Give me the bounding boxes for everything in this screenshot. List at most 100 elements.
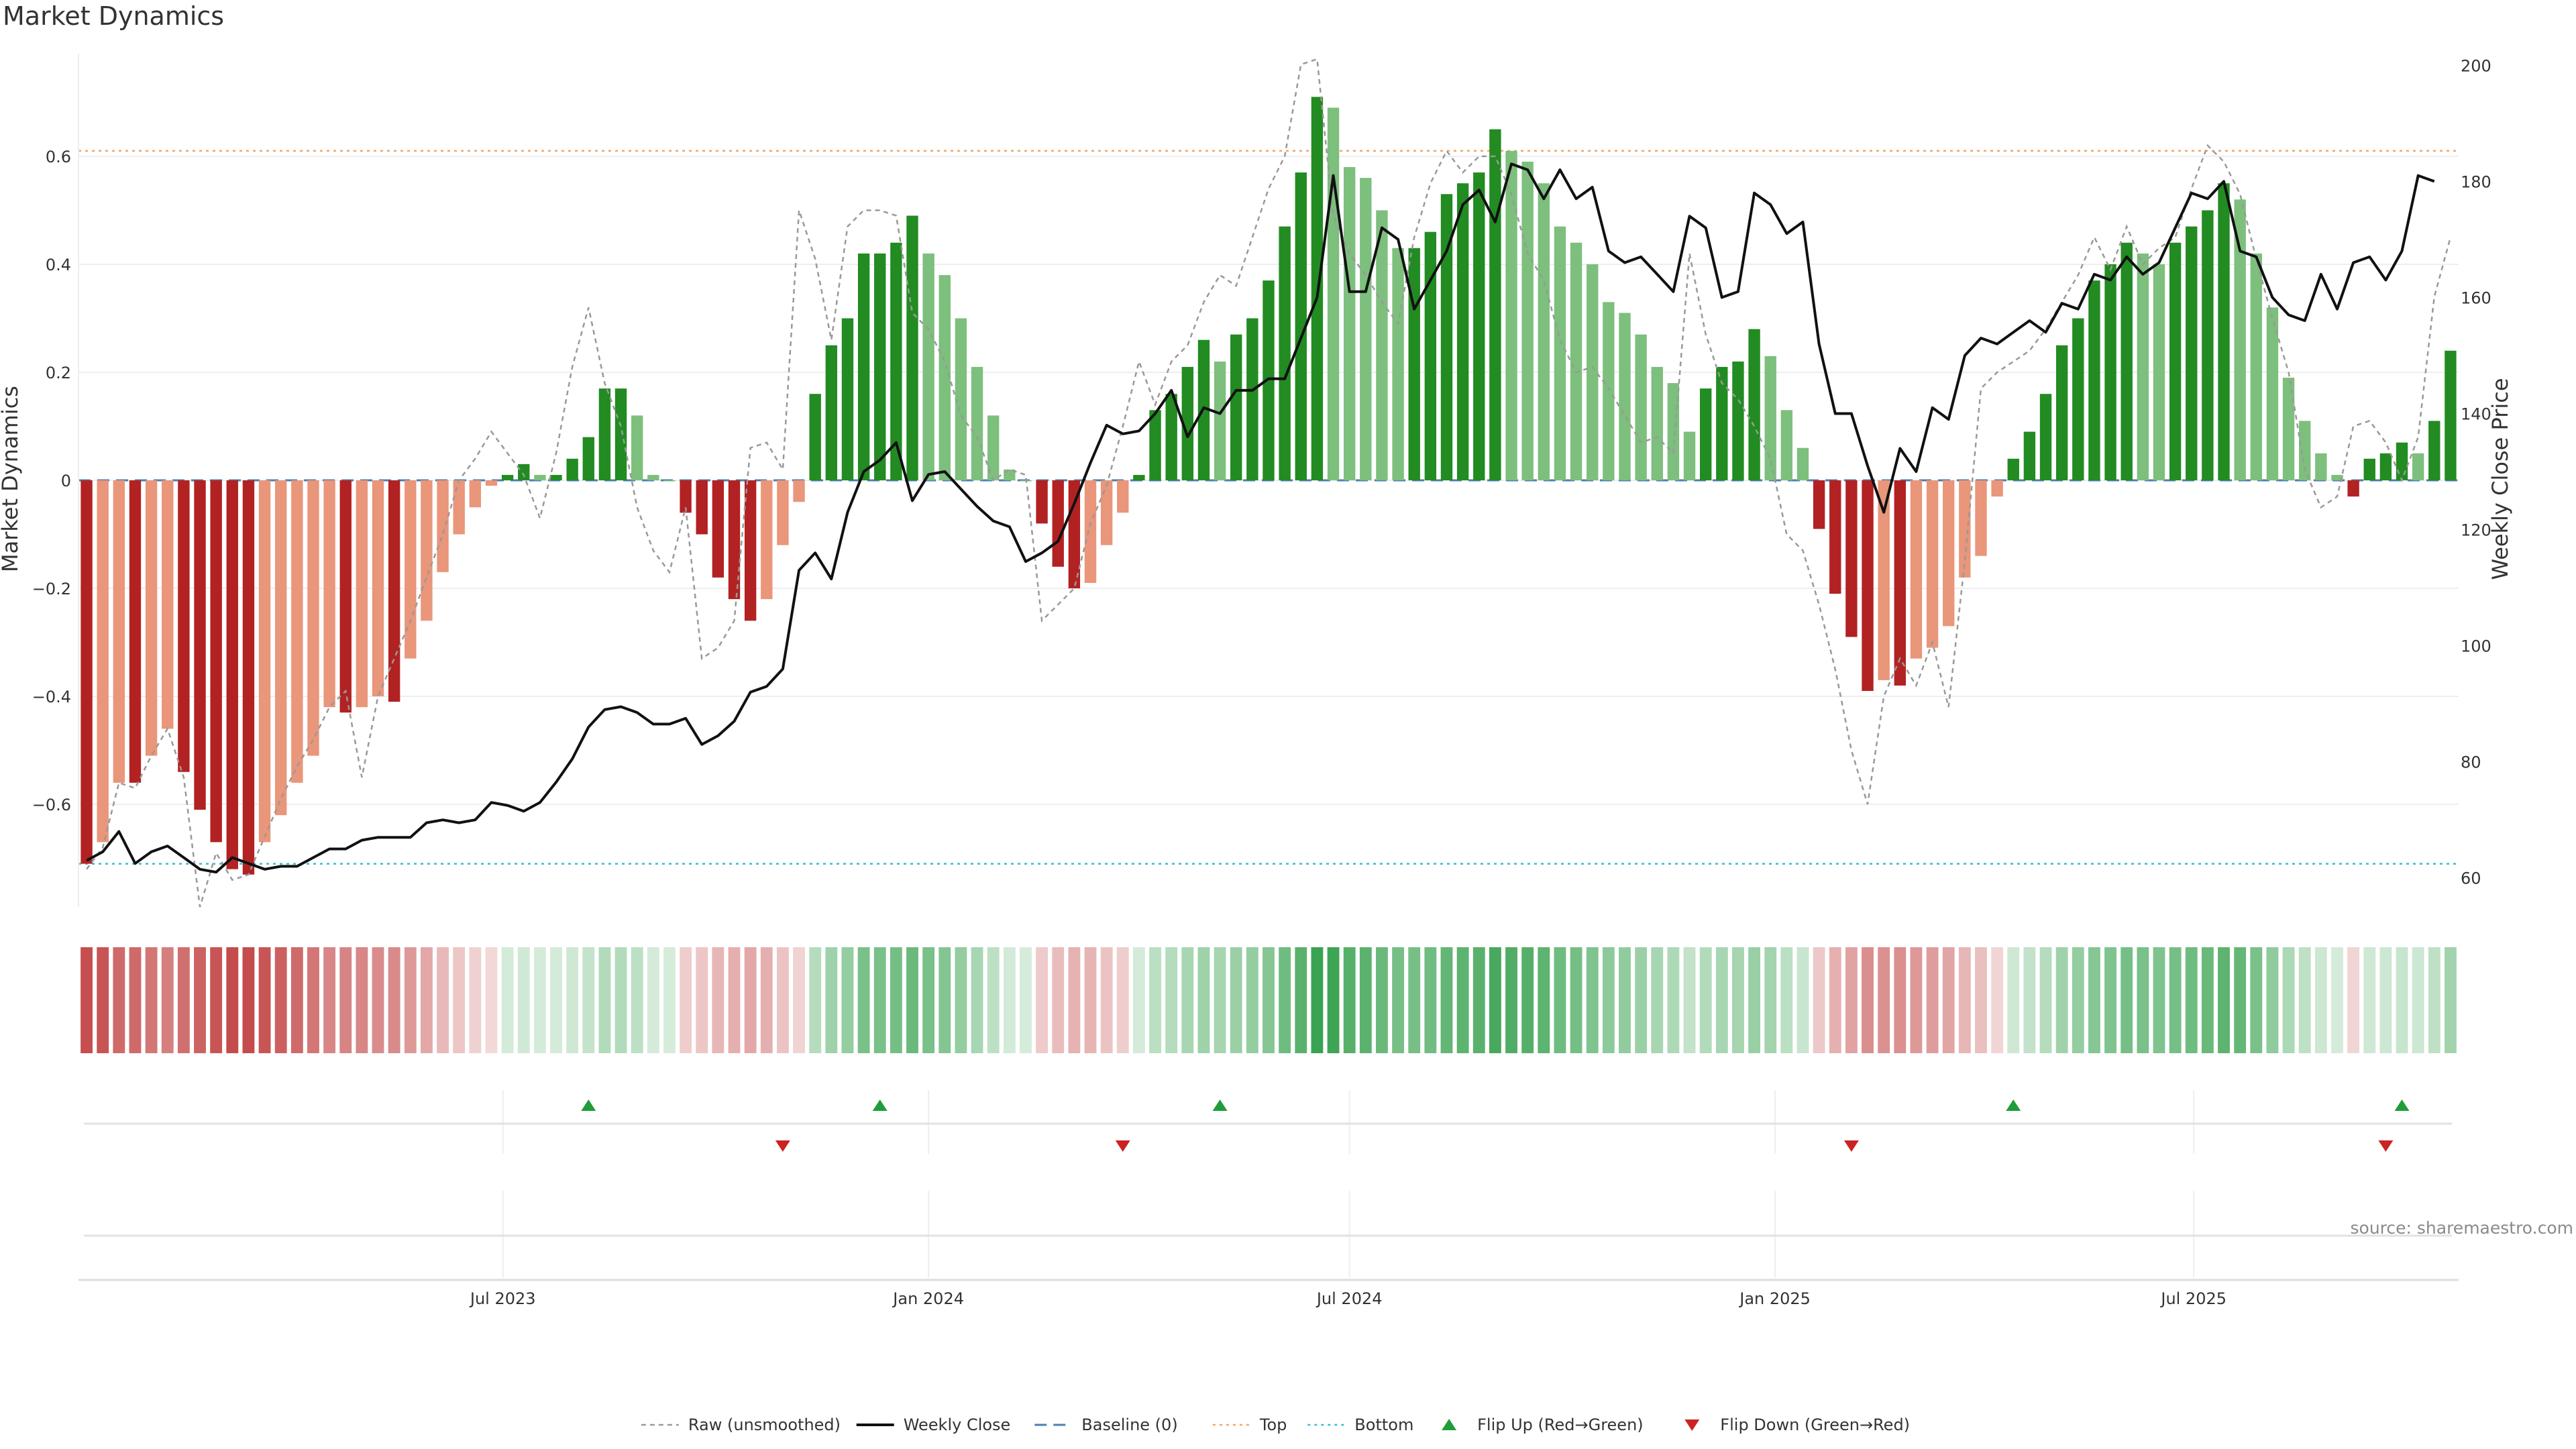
dynamics-bar [1117,480,1129,513]
regime-cell [1181,947,1194,1053]
x-tick-label: Jul 2025 [2159,1289,2226,1308]
regime-cell [1991,947,2004,1053]
regime-cell [1263,947,1275,1053]
dynamics-bar [485,480,498,486]
regime-cell [290,947,303,1053]
regime-cell [1359,947,1372,1053]
y-tick-label: 0.2 [46,364,71,382]
regime-cell [339,947,352,1053]
dynamics-bar [1862,480,1874,691]
y2-tick-label: 140 [2461,405,2491,423]
dynamics-bar [874,253,886,480]
series-lines [86,58,2452,908]
dynamics-bar [793,480,805,502]
regime-cell [2412,947,2424,1053]
regime-cell [1197,947,1210,1053]
regime-cell [566,947,579,1053]
axes: 0.6 0.4 0.2 0 −0.2 −0.4 −0.6 200 180 160 140 120 100… [32,54,2491,1308]
regime-cell [1230,947,1242,1053]
regime-cell [1036,947,1049,1053]
regime-cell [1602,947,1615,1053]
regime-cell [1667,947,1680,1053]
regime-cell [1440,947,1453,1053]
regime-cell [1376,947,1388,1053]
regime-cell [2379,947,2392,1053]
dynamics-bar [2363,458,2375,480]
regime-cell [696,947,708,1053]
dynamics-bar [1845,480,1858,637]
regime-cell [2153,947,2165,1053]
dynamics-bar [2104,264,2116,480]
dynamics-bar [194,480,206,810]
dynamics-bar [1489,129,1501,480]
dynamics-bar [1651,366,1663,480]
y2-tick-label: 160 [2461,288,2491,307]
dynamics-bar [2234,199,2246,480]
flip-markers [581,1099,2410,1152]
dynamics-bar [1991,480,2003,497]
regime-cell [614,947,627,1053]
regime-cell [744,947,757,1053]
dynamics-bar [437,480,449,572]
dynamics-bar [1829,480,1841,594]
legend-label: Top [1259,1415,1287,1434]
regime-cell [809,947,822,1053]
regime-cell [1715,947,1728,1053]
regime-cell [1020,947,1032,1053]
dynamics-bar [2121,242,2133,480]
dynamics-bar [2347,480,2359,497]
regime-cell [776,947,789,1053]
dynamics-bar [841,318,854,480]
regime-cell [2234,947,2247,1053]
dynamics-bar [2088,280,2100,480]
dynamics-bar [1878,480,1890,680]
regime-cell [1084,947,1097,1053]
dynamics-bar [534,474,546,480]
regime-cell [760,947,773,1053]
regime-cell [485,947,498,1053]
y-tick-label: 0.4 [46,256,71,274]
regime-cell [906,947,918,1053]
regime-cell [1699,947,1712,1053]
regime-cell [1975,947,1987,1053]
dynamics-bar [129,480,142,783]
dynamics-bar [2023,431,2036,480]
regime-cell [1295,947,1307,1053]
dynamics-bar [1521,162,1534,480]
dynamics-bar [2169,242,2182,480]
dynamics-bar [501,474,514,480]
regime-cell [1894,947,1907,1053]
dynamics-bar [469,480,482,508]
dynamics-bar [987,415,1000,480]
regime-cell [2169,947,2182,1053]
regime-cell [517,947,530,1053]
dynamics-bar [680,480,692,513]
regime-cell [1521,947,1534,1053]
dynamics-bar [1084,480,1097,583]
dynamics-bar [2379,453,2392,480]
regime-cell [1279,947,1291,1053]
dynamics-bar [598,388,611,480]
legend: Raw (unsmoothed) Weekly Close Baseline (0)… [641,1415,1910,1434]
regime-cell [2445,947,2457,1053]
regime-cell [2266,947,2279,1053]
regime-strip [80,947,2457,1053]
regime-cell [2104,947,2117,1053]
dynamics-bar [906,215,918,480]
dynamics-bar [178,480,190,772]
dynamics-bar [1959,480,1971,578]
dynamics-bar [323,480,335,708]
regime-cell [2039,947,2052,1053]
dynamics-bar [226,480,238,869]
regime-cell [2396,947,2408,1053]
dynamics-bar [2299,421,2311,480]
dynamics-bar [825,345,838,480]
dynamics-bar [1538,183,1550,480]
dynamics-bar [1036,480,1048,524]
dynamics-bar [1732,361,1744,480]
regime-cell [1764,947,1777,1053]
dynamics-bar [890,242,902,480]
regime-cell [1068,947,1081,1053]
legend-label: Bottom [1354,1415,1413,1434]
